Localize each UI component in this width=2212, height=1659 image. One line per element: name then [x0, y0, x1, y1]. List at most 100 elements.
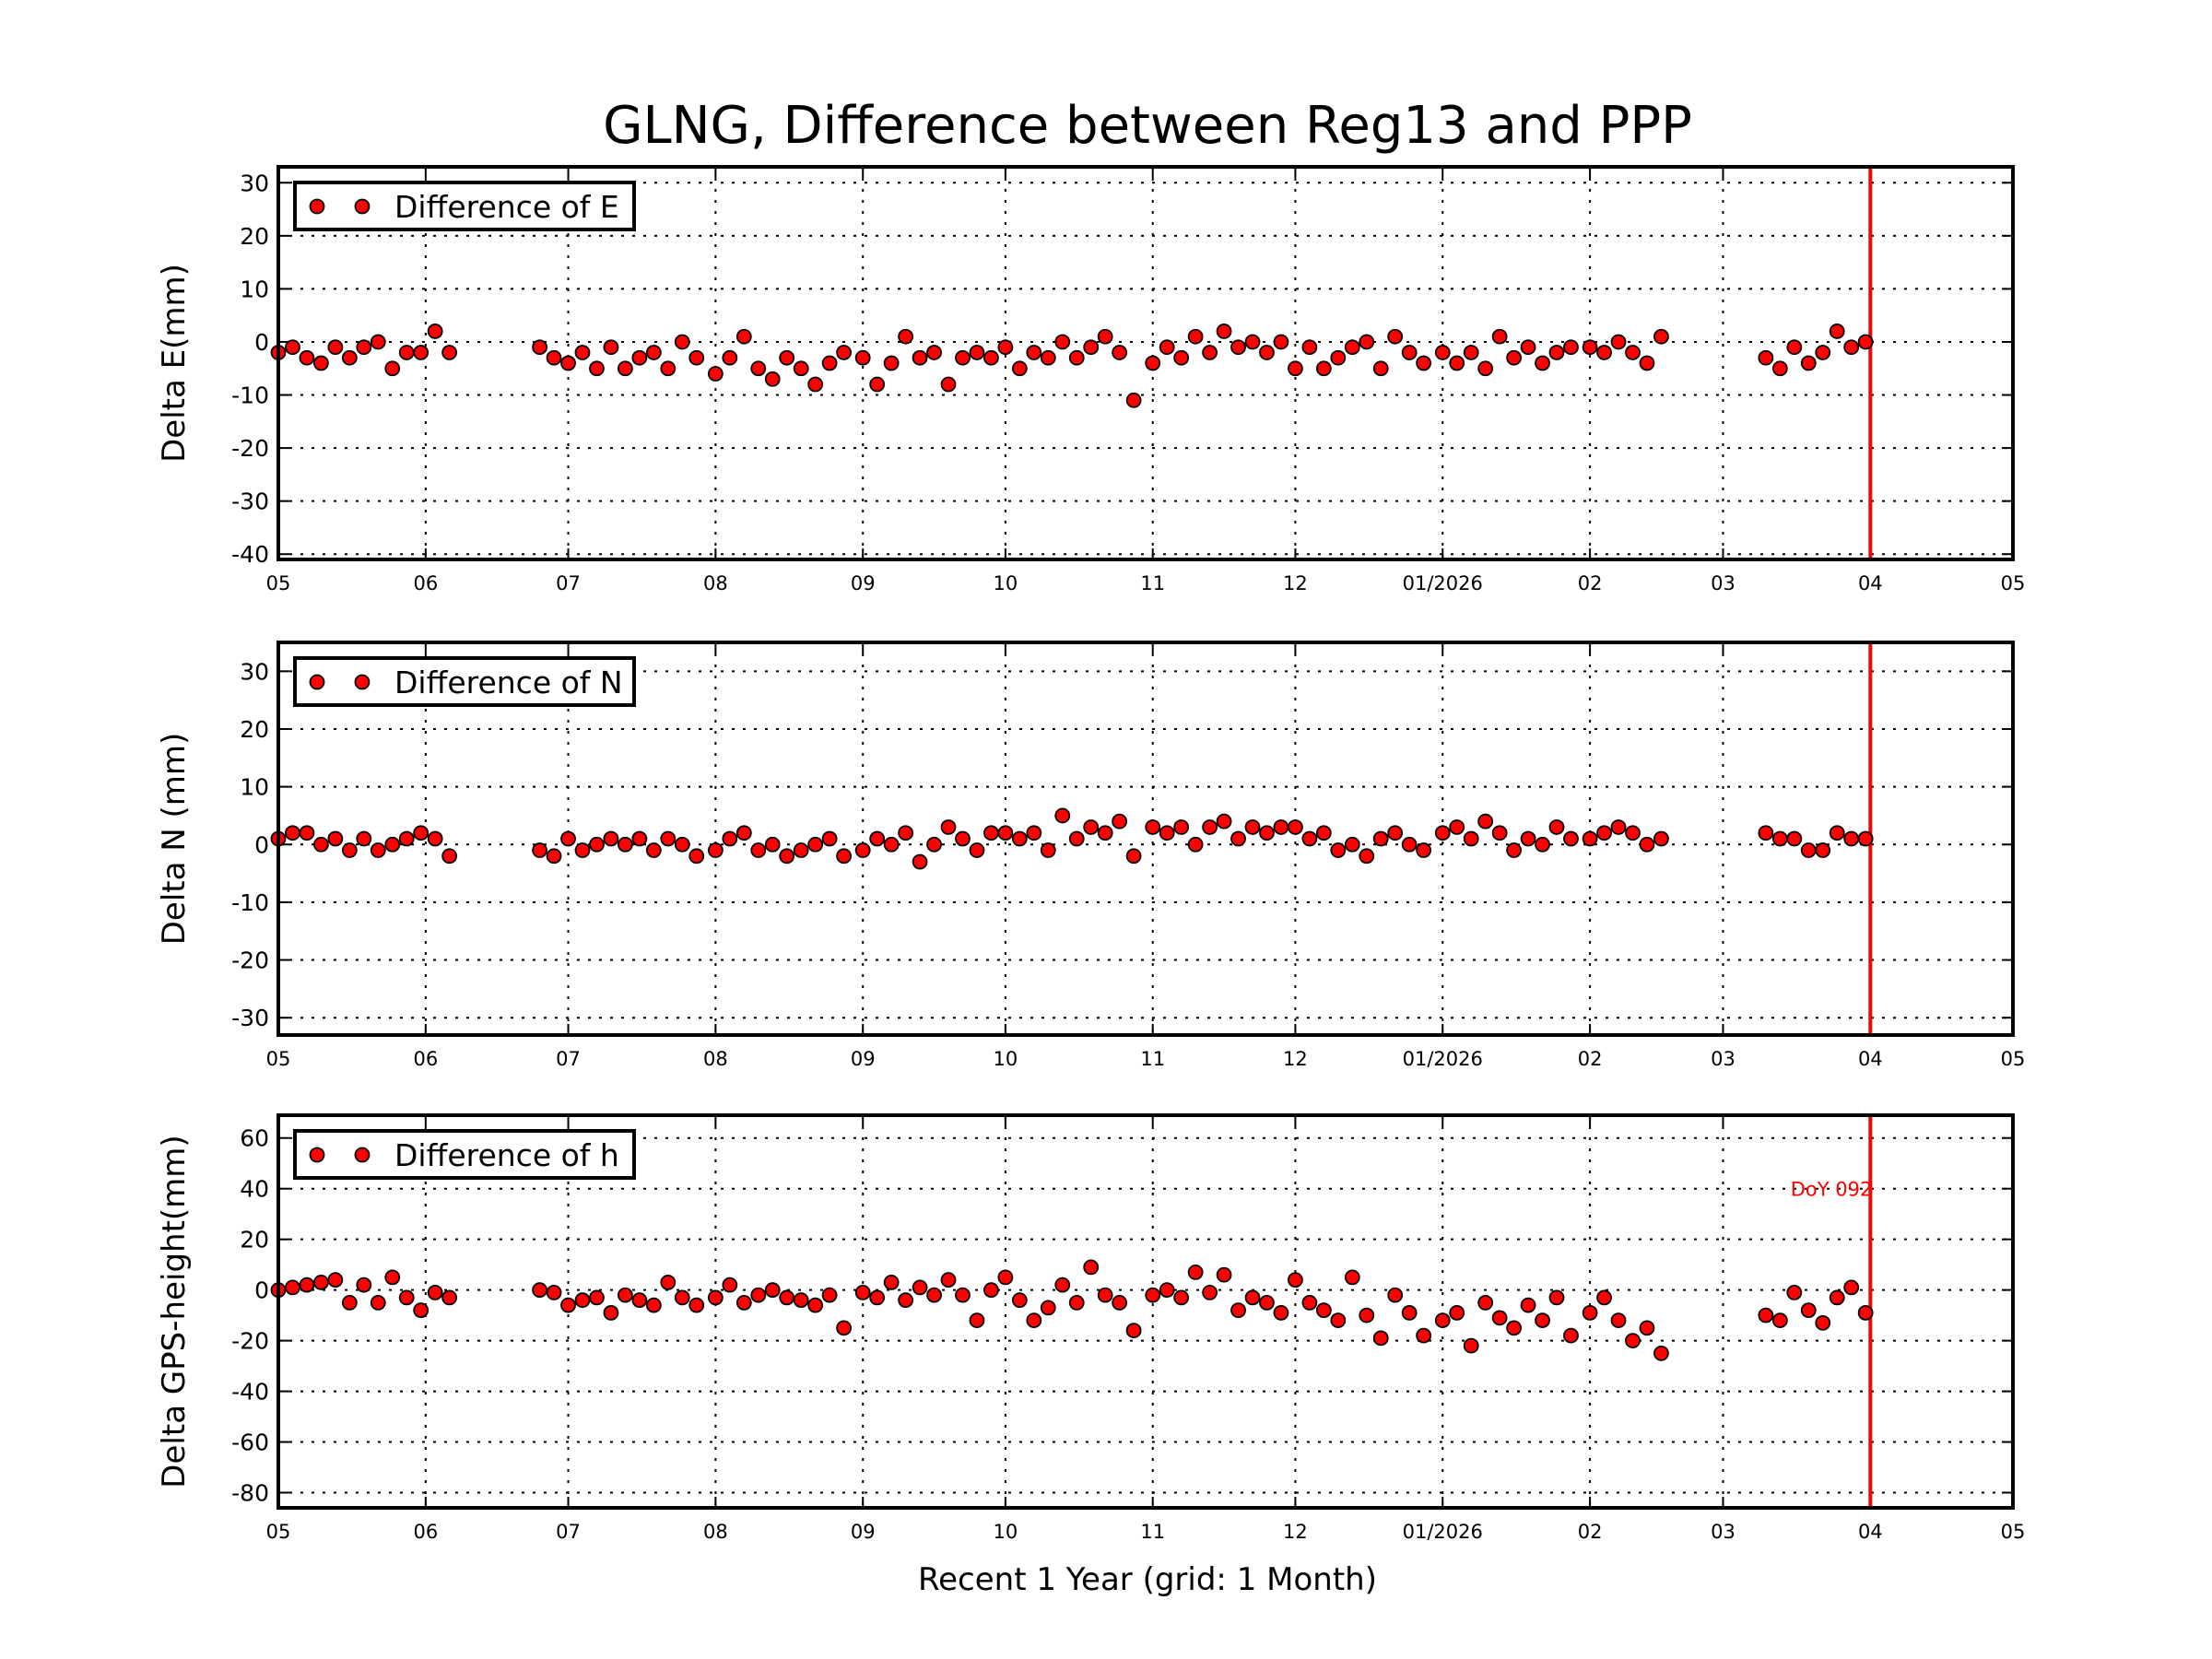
- data-point: [1449, 1304, 1465, 1321]
- data-point: [1301, 830, 1318, 847]
- y-tick-label: 20: [240, 1227, 269, 1253]
- y-tick-label: -20: [231, 435, 269, 462]
- data-point: [1477, 1294, 1494, 1311]
- data-point: [1639, 1320, 1655, 1336]
- y-tick-label: 20: [240, 223, 269, 250]
- x-tick-label: 05: [266, 1521, 291, 1543]
- data-point: [1359, 334, 1375, 350]
- data-point: [1582, 830, 1598, 847]
- data-point: [1520, 1297, 1536, 1313]
- y-tick-label: -20: [231, 1328, 269, 1355]
- data-point: [1083, 819, 1100, 835]
- data-point: [1815, 1314, 1831, 1331]
- data-point: [722, 830, 738, 847]
- data-point: [793, 1292, 809, 1309]
- data-point: [1843, 830, 1860, 847]
- x-tick-label: 10: [994, 1048, 1018, 1070]
- data-point: [1344, 1269, 1360, 1286]
- data-point: [370, 334, 386, 350]
- data-point: [631, 1292, 648, 1309]
- data-point: [793, 360, 809, 377]
- data-point: [589, 836, 605, 853]
- data-point: [1097, 825, 1113, 841]
- data-point: [722, 349, 738, 366]
- data-point: [1301, 1294, 1318, 1311]
- data-point: [854, 349, 871, 366]
- data-point: [1187, 328, 1204, 345]
- data-point: [1491, 328, 1508, 345]
- legend: Difference of h: [293, 1129, 636, 1180]
- data-point: [1259, 1294, 1275, 1311]
- data-point: [1449, 355, 1465, 371]
- data-point: [1112, 1294, 1128, 1311]
- x-tick-label: 05: [2001, 1048, 2026, 1070]
- data-point: [1288, 1272, 1303, 1288]
- legend-label: Difference of E: [394, 189, 619, 225]
- data-point: [1344, 339, 1360, 356]
- legend-box: [293, 1129, 636, 1180]
- data-point: [603, 339, 619, 356]
- data-point: [1372, 360, 1389, 377]
- data-point: [1625, 825, 1641, 841]
- data-point: [854, 1284, 871, 1300]
- data-point: [1582, 339, 1598, 356]
- data-point: [413, 345, 429, 360]
- data-point: [1548, 1289, 1565, 1306]
- data-point: [1563, 1327, 1579, 1344]
- data-point: [1653, 830, 1669, 847]
- data-point: [764, 1282, 781, 1299]
- data-point: [1434, 825, 1451, 841]
- data-point: [1416, 842, 1432, 858]
- data-point: [1301, 339, 1318, 356]
- x-tick-label: 01/2026: [1403, 572, 1483, 594]
- data-point: [1535, 1312, 1550, 1329]
- y-tick-label: -20: [231, 947, 269, 974]
- data-point: [1786, 830, 1803, 847]
- x-tick-label: 05: [2001, 572, 2026, 594]
- data-point: [384, 836, 401, 853]
- data-point: [1434, 1312, 1451, 1329]
- data-point: [1011, 830, 1028, 847]
- data-point: [983, 825, 999, 841]
- axes-frame: [276, 1113, 2015, 1510]
- data-point: [707, 1289, 724, 1306]
- data-point: [413, 1302, 429, 1319]
- data-point: [1344, 836, 1360, 853]
- data-point: [1273, 334, 1289, 350]
- data-point: [674, 836, 690, 853]
- x-tick-label: 03: [1711, 572, 1735, 594]
- data-point: [983, 1282, 999, 1299]
- chart-title: GLNG, Difference between Reg13 and PPP: [603, 96, 1692, 156]
- data-point: [722, 1277, 738, 1293]
- data-point: [327, 1272, 344, 1288]
- data-point: [341, 349, 358, 366]
- data-point: [1244, 1289, 1261, 1306]
- data-point: [1315, 1302, 1332, 1319]
- data-point: [1026, 1312, 1042, 1329]
- y-tick-label: 30: [240, 170, 269, 196]
- legend-marker: [354, 198, 371, 215]
- legend-box: [293, 656, 636, 707]
- data-point: [1145, 355, 1161, 371]
- data-point: [1040, 1300, 1056, 1316]
- data-point: [997, 1269, 1014, 1286]
- x-tick-label: 06: [413, 1521, 438, 1543]
- data-point: [327, 339, 344, 356]
- data-point: [1857, 1304, 1874, 1321]
- x-tick-label: 11: [1140, 572, 1165, 594]
- x-tick-label: 02: [1578, 1521, 1603, 1543]
- x-tick-label: 05: [2001, 1521, 2026, 1543]
- data-point: [1563, 830, 1579, 847]
- data-point: [807, 376, 824, 393]
- data-point: [1520, 339, 1536, 356]
- y-tick-label: 0: [254, 329, 269, 356]
- data-point: [384, 1269, 401, 1286]
- data-point: [1026, 825, 1042, 841]
- y-tick-label: -30: [231, 1005, 269, 1031]
- panel-3: 05 06 07 08 09 10 11 12 01/2026 02 03 04 05 -80 -60 -40…: [156, 1113, 2026, 1543]
- data-point: [1330, 842, 1347, 858]
- data-point: [869, 376, 886, 393]
- data-point: [750, 360, 767, 377]
- data-point: [779, 349, 795, 366]
- data-point: [1535, 355, 1550, 371]
